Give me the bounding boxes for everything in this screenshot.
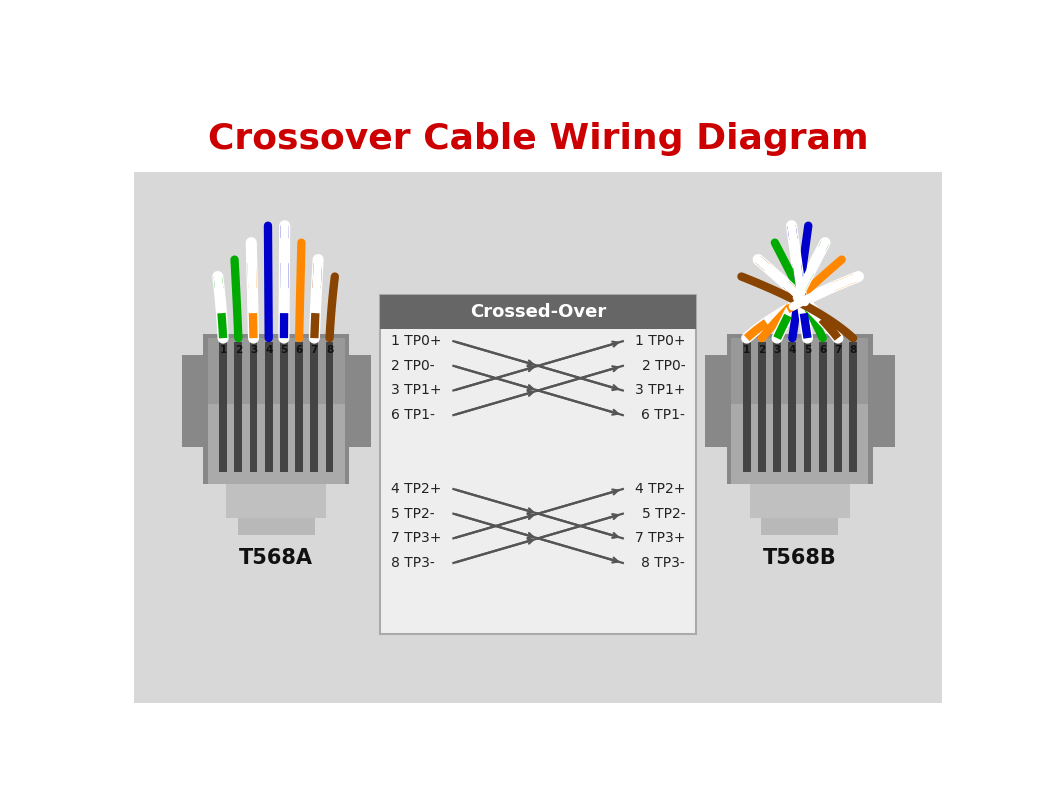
Text: 2: 2 bbox=[758, 345, 765, 356]
Text: 1: 1 bbox=[743, 345, 751, 356]
Text: 1 TP0+: 1 TP0+ bbox=[634, 334, 686, 348]
Text: 6: 6 bbox=[295, 345, 302, 356]
Text: 5 TP2-: 5 TP2- bbox=[391, 506, 435, 521]
Bar bbox=[758, 342, 765, 472]
Text: Crossed-Over: Crossed-Over bbox=[470, 303, 606, 321]
Text: 5: 5 bbox=[804, 345, 812, 356]
Bar bbox=[134, 95, 943, 171]
Text: 5 TP2-: 5 TP2- bbox=[642, 506, 686, 521]
Bar bbox=[182, 355, 204, 447]
Text: 8 TP3-: 8 TP3- bbox=[391, 556, 435, 570]
Bar bbox=[326, 342, 334, 472]
Bar bbox=[834, 342, 842, 472]
Text: 2 TP0-: 2 TP0- bbox=[391, 359, 435, 373]
Bar bbox=[134, 171, 943, 703]
Bar bbox=[874, 355, 895, 447]
Bar bbox=[706, 355, 727, 447]
Bar bbox=[250, 342, 257, 472]
Text: 8: 8 bbox=[326, 345, 333, 356]
Bar bbox=[761, 518, 839, 536]
Bar bbox=[237, 518, 315, 536]
Text: Crossover Cable Wiring Diagram: Crossover Cable Wiring Diagram bbox=[208, 122, 868, 156]
Bar bbox=[234, 342, 243, 472]
Bar bbox=[295, 342, 303, 472]
Text: 3 TP1+: 3 TP1+ bbox=[634, 383, 686, 397]
Bar bbox=[208, 338, 344, 404]
Bar bbox=[742, 342, 751, 472]
Text: 6 TP1-: 6 TP1- bbox=[391, 408, 435, 422]
Bar bbox=[280, 342, 288, 472]
Bar bbox=[727, 333, 874, 483]
Bar bbox=[732, 338, 868, 483]
Bar bbox=[265, 342, 273, 472]
Text: 4 TP2+: 4 TP2+ bbox=[391, 482, 441, 496]
Text: 8 TP3-: 8 TP3- bbox=[642, 556, 686, 570]
Bar bbox=[350, 355, 371, 447]
Text: 6 TP1-: 6 TP1- bbox=[642, 408, 686, 422]
Text: 7: 7 bbox=[835, 345, 842, 356]
Bar bbox=[773, 342, 781, 472]
Bar bbox=[789, 342, 796, 472]
Bar bbox=[204, 333, 350, 483]
Bar bbox=[750, 483, 850, 518]
Text: 3 TP1+: 3 TP1+ bbox=[391, 383, 442, 397]
Bar bbox=[208, 338, 344, 483]
Bar bbox=[219, 342, 227, 472]
Text: 3: 3 bbox=[774, 345, 781, 356]
Text: 8: 8 bbox=[849, 345, 857, 356]
Text: 4 TP2+: 4 TP2+ bbox=[635, 482, 686, 496]
Bar bbox=[803, 342, 812, 472]
Bar bbox=[819, 342, 826, 472]
Text: 6: 6 bbox=[819, 345, 826, 356]
Text: 4: 4 bbox=[789, 345, 796, 356]
Text: 3: 3 bbox=[250, 345, 257, 356]
Bar bbox=[849, 342, 857, 472]
Bar bbox=[732, 338, 868, 404]
Text: 7: 7 bbox=[311, 345, 318, 356]
Bar bbox=[311, 342, 318, 472]
Text: T568B: T568B bbox=[763, 548, 837, 568]
Text: 7 TP3+: 7 TP3+ bbox=[635, 532, 686, 545]
Text: 7 TP3+: 7 TP3+ bbox=[391, 532, 441, 545]
Text: 5: 5 bbox=[280, 345, 288, 356]
Text: T568A: T568A bbox=[239, 548, 313, 568]
Text: 2: 2 bbox=[235, 345, 242, 356]
Text: 1 TP0+: 1 TP0+ bbox=[391, 334, 442, 348]
Text: 2 TP0-: 2 TP0- bbox=[642, 359, 686, 373]
Bar bbox=[380, 295, 696, 329]
Bar bbox=[227, 483, 327, 518]
Text: 4: 4 bbox=[265, 345, 272, 356]
Bar bbox=[380, 295, 696, 634]
Text: 1: 1 bbox=[219, 345, 227, 356]
